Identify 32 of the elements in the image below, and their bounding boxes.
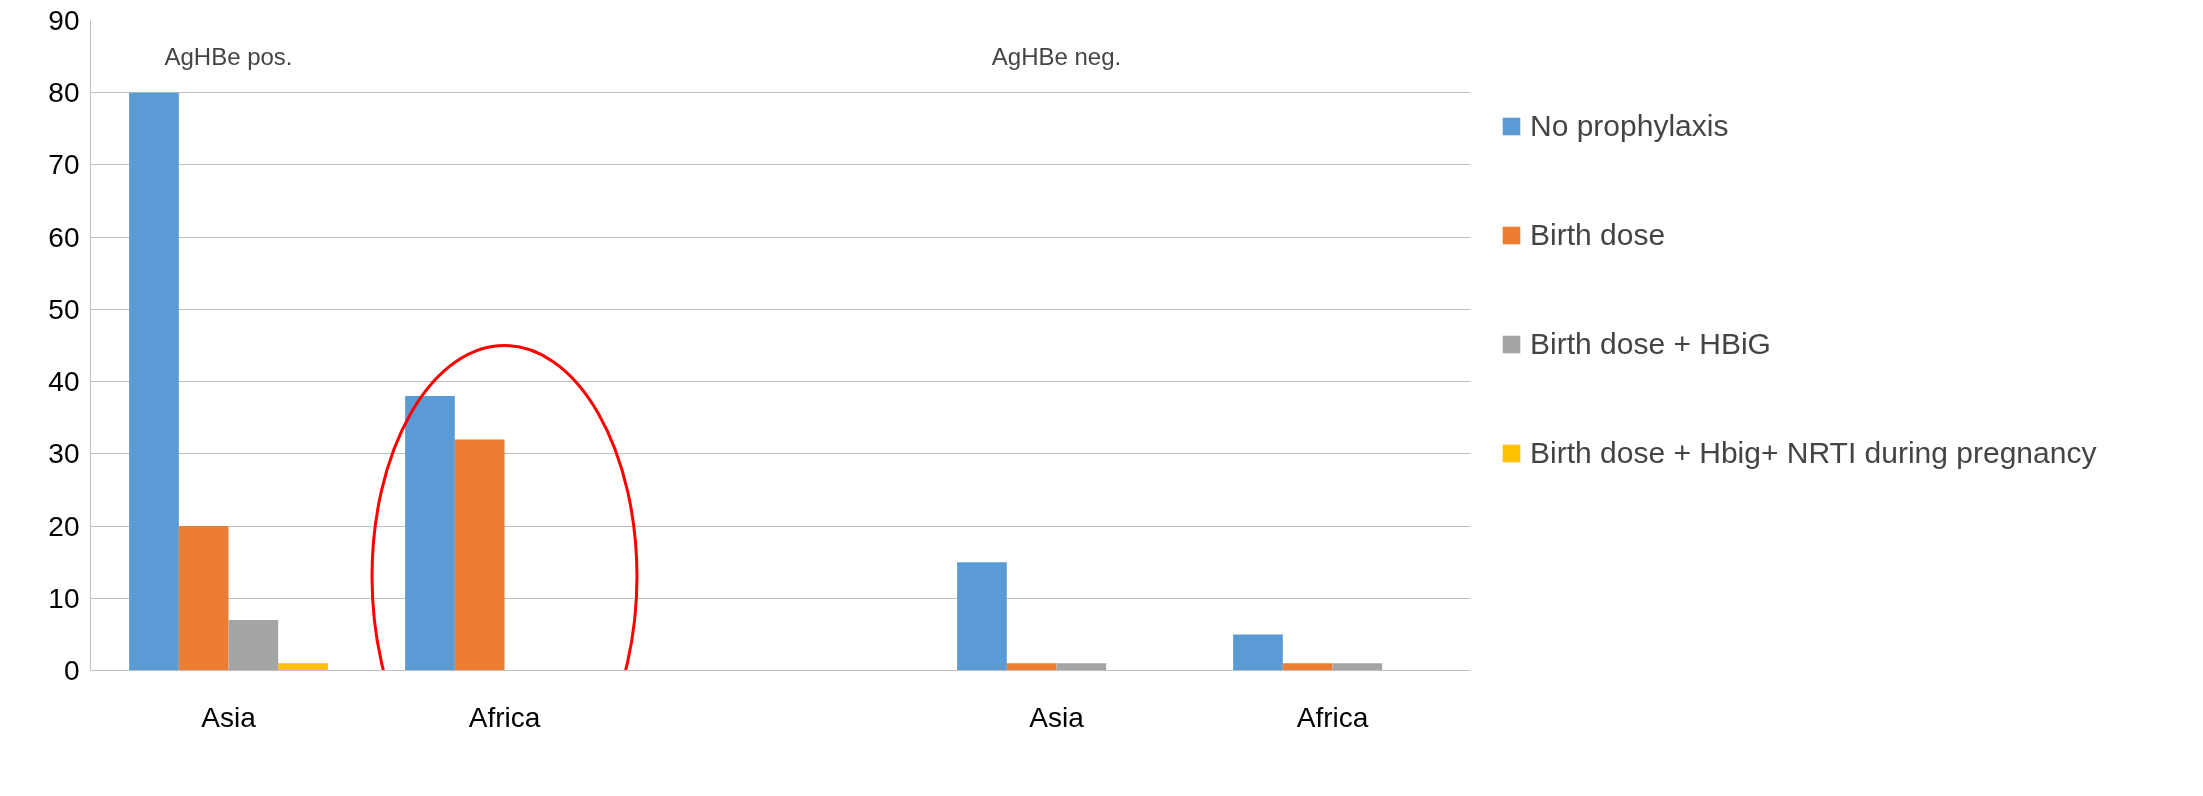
legend-label: No prophylaxis bbox=[1530, 109, 1729, 143]
legend-label: Birth dose + HBiG bbox=[1530, 327, 1771, 361]
y-tick-label: 40 bbox=[48, 366, 80, 398]
bar bbox=[454, 439, 505, 671]
y-tick-label: 90 bbox=[48, 5, 80, 36]
annotation: AgHBe pos. bbox=[164, 43, 293, 71]
x-tick-label: Asia bbox=[201, 701, 257, 733]
y-tick-label: 0 bbox=[63, 655, 80, 686]
legend-label: Birth dose bbox=[1530, 218, 1666, 252]
bar bbox=[278, 663, 328, 671]
bar bbox=[1056, 663, 1107, 671]
bar bbox=[129, 92, 179, 671]
bar bbox=[957, 562, 1007, 671]
annotation: AgHBe neg. bbox=[991, 43, 1122, 71]
y-tick-label: 60 bbox=[48, 221, 80, 253]
y-tick-label: 30 bbox=[48, 438, 80, 470]
bar bbox=[1233, 634, 1283, 671]
y-tick-label: 20 bbox=[48, 510, 80, 542]
x-tick-label: Asia bbox=[1029, 701, 1085, 733]
bar bbox=[1282, 663, 1333, 671]
y-tick-label: 70 bbox=[48, 149, 80, 181]
bar bbox=[178, 526, 229, 671]
legend-label: Birth dose + Hbig+ NRTI during pregnancy bbox=[1530, 436, 2097, 470]
bar bbox=[228, 619, 279, 671]
bar bbox=[1006, 663, 1057, 671]
y-tick-label: 10 bbox=[48, 582, 80, 614]
bar bbox=[1332, 663, 1383, 671]
y-tick-label: 50 bbox=[48, 293, 80, 325]
x-tick-label: Africa bbox=[468, 701, 541, 733]
bar bbox=[405, 396, 455, 671]
x-tick-label: Africa bbox=[1296, 701, 1369, 733]
y-tick-label: 80 bbox=[48, 77, 80, 109]
